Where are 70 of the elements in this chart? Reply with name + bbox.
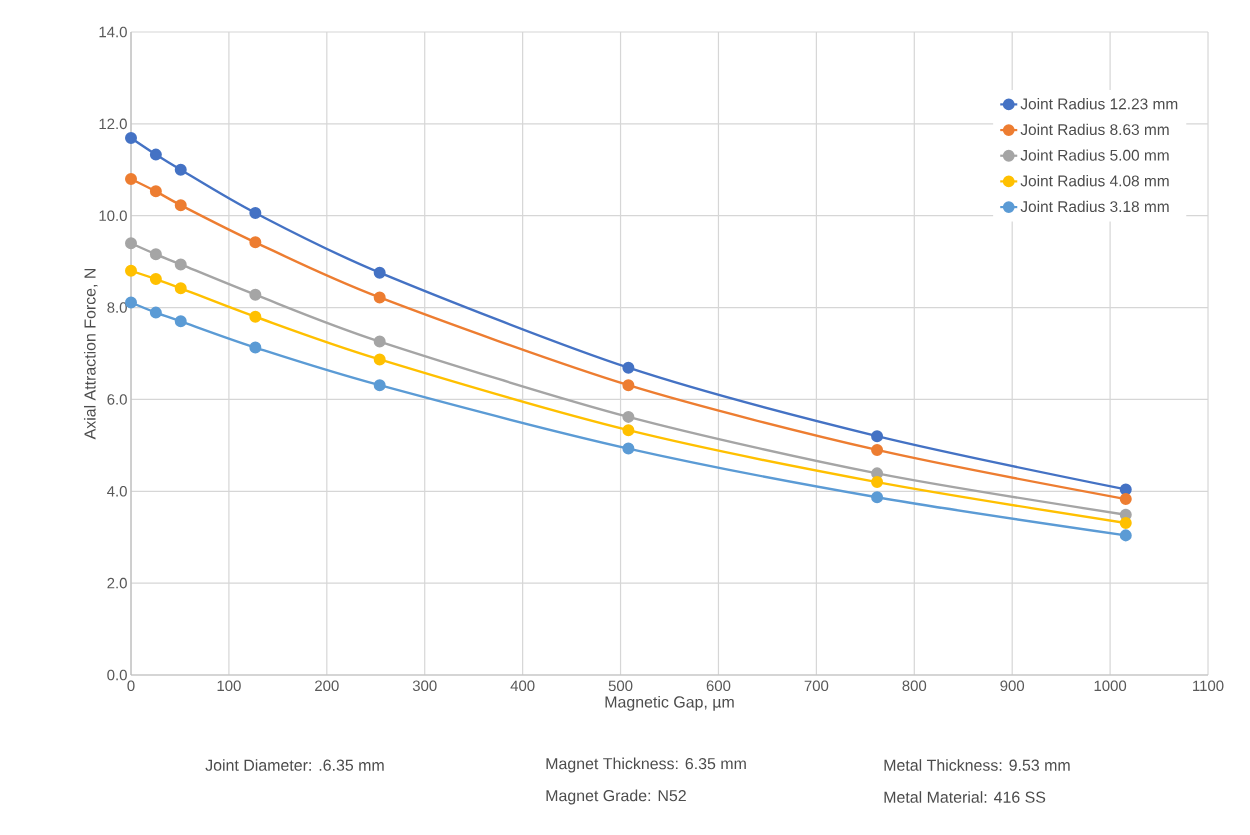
point — [249, 236, 262, 249]
point — [174, 199, 187, 212]
point — [373, 353, 386, 366]
y-tick-label: 6.0 — [107, 394, 127, 405]
point — [249, 288, 262, 301]
point — [125, 296, 137, 309]
x-tick-label: 100 — [217, 680, 241, 692]
x-tick-label: 500 — [608, 680, 633, 692]
x-tick-label: 800 — [902, 680, 927, 692]
point — [1119, 529, 1132, 542]
point — [622, 442, 635, 455]
legend-label: Joint Radius 8.63 mm — [1020, 123, 1169, 136]
y-tick-label: 4.0 — [107, 485, 127, 497]
point — [249, 341, 262, 354]
point — [174, 163, 187, 176]
x-tick-label: 900 — [1000, 680, 1025, 692]
text: Metal Material: 416 SS — [884, 791, 1046, 803]
x-tick-label: 0 — [127, 680, 135, 692]
y-tick-label: 0.0 — [107, 669, 127, 681]
point — [622, 424, 635, 437]
text: Joint Diameter: .6.35 mm — [205, 759, 384, 771]
point — [125, 172, 137, 185]
text: Magnet Grade: N52 — [546, 789, 686, 805]
point — [871, 476, 884, 489]
point — [871, 443, 884, 456]
y-tick-label: 8.0 — [107, 302, 127, 313]
point — [871, 491, 884, 504]
point — [249, 310, 262, 323]
legend-label: Joint Radius 3.18 mm — [1020, 200, 1169, 213]
point — [149, 148, 162, 161]
point — [373, 379, 386, 392]
point — [149, 306, 162, 319]
point — [622, 410, 635, 423]
y-tick-label: 14.0 — [99, 26, 127, 38]
x-tick-label: 300 — [412, 680, 437, 692]
point — [149, 273, 162, 286]
legend-label: Joint Radius 12.23 mm — [1020, 98, 1178, 110]
point — [174, 315, 187, 328]
point — [149, 248, 162, 261]
point — [125, 237, 137, 250]
point — [373, 291, 386, 304]
point — [174, 258, 187, 271]
y-tick-label: 2.0 — [107, 577, 127, 589]
x-tick-label: 600 — [706, 680, 731, 692]
point — [871, 430, 884, 443]
y-axis-title: Axial Attraction Force, N — [83, 268, 98, 440]
legend-label: Joint Radius 5.00 mm — [1020, 149, 1169, 161]
point — [174, 282, 187, 295]
x-tick-label: 1100 — [1193, 680, 1224, 692]
x-axis-title: Magnetic Gap, µm — [605, 695, 734, 711]
point — [622, 379, 635, 392]
point — [125, 132, 137, 145]
x-tick-label: 200 — [315, 680, 339, 692]
point — [149, 185, 162, 198]
point — [1119, 516, 1132, 529]
point — [1119, 483, 1132, 496]
text: Magnet Thickness: 6.35 mm — [546, 757, 746, 773]
point — [373, 266, 386, 279]
x-tick-label: 700 — [804, 680, 829, 692]
x-tick-label: 400 — [510, 680, 535, 692]
point — [622, 361, 635, 374]
text: Metal Thickness: 9.53 mm — [884, 759, 1070, 771]
point — [249, 206, 262, 219]
x-tick-label: 1000 — [1094, 680, 1127, 692]
point — [125, 264, 137, 277]
y-tick-label: 10.0 — [99, 210, 127, 221]
point — [1119, 493, 1132, 506]
point — [373, 335, 386, 348]
y-tick-label: 12.0 — [99, 118, 127, 130]
legend-label: Joint Radius 4.08 mm — [1020, 175, 1169, 187]
